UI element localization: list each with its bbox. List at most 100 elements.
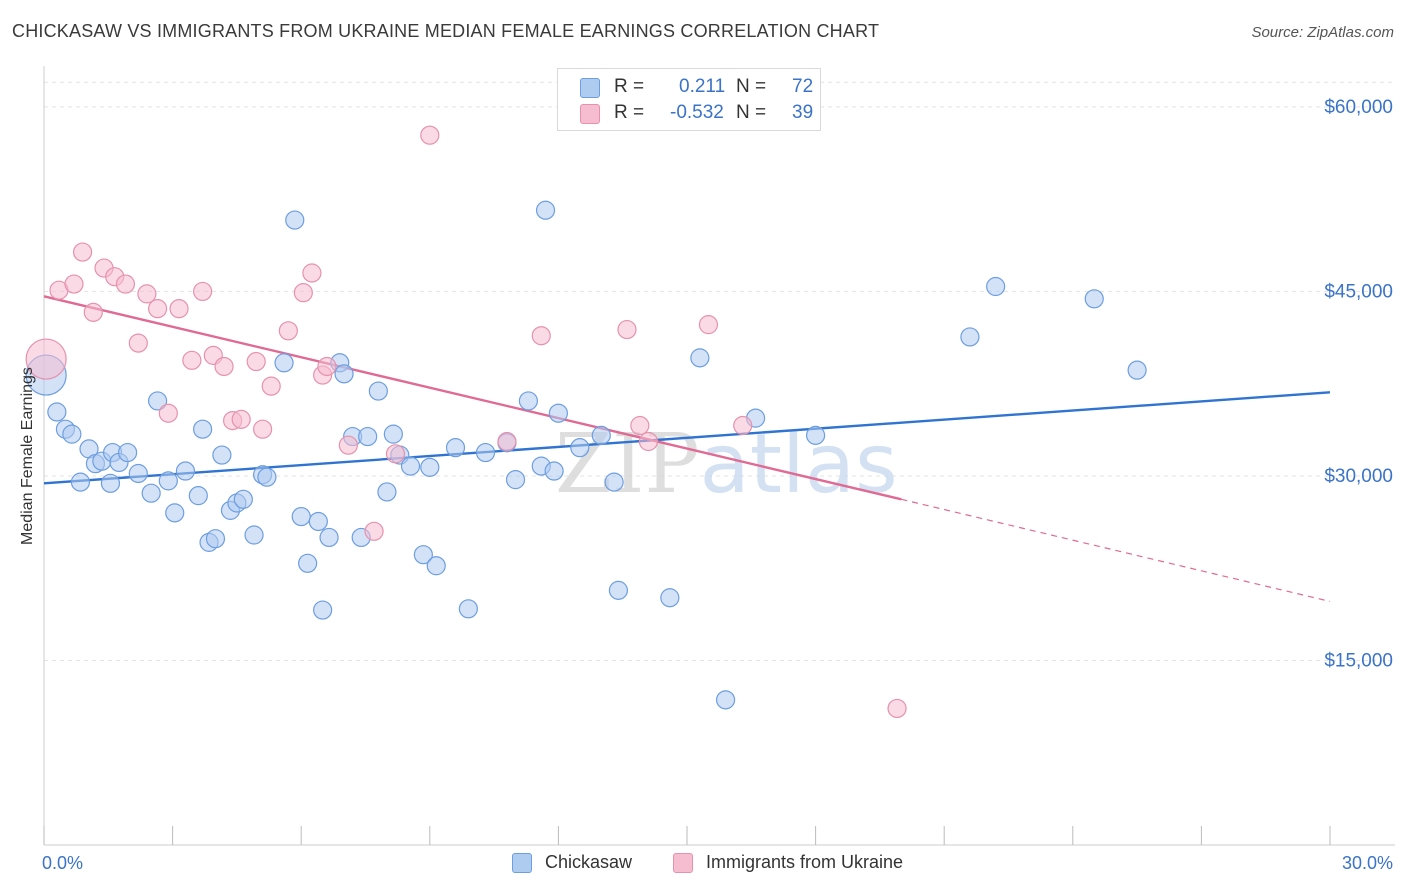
point-chickasaw — [660, 588, 680, 608]
point-ukraine — [733, 415, 753, 436]
point-chickasaw — [690, 348, 710, 368]
legend-r-value: 0.211 — [679, 76, 726, 97]
point-chickasaw — [298, 553, 318, 573]
legend-n-value: 72 — [792, 76, 814, 97]
point-ukraine — [25, 338, 67, 380]
point-chickasaw — [805, 425, 826, 445]
point-chickasaw — [158, 471, 178, 491]
bottom-legend-label: Chickasaw — [545, 852, 633, 872]
y-axis-title: Median Female Earnings — [19, 367, 36, 545]
point-ukraine — [253, 419, 273, 439]
point-chickasaw — [368, 381, 388, 401]
point-chickasaw — [475, 442, 496, 463]
point-chickasaw — [175, 461, 196, 481]
point-ukraine — [302, 263, 322, 283]
legend-n-value: 39 — [792, 102, 814, 123]
point-chickasaw — [257, 467, 277, 487]
point-ukraine — [497, 431, 517, 452]
point-chickasaw — [548, 403, 569, 423]
y-tick-label: $15,000 — [1324, 650, 1393, 671]
point-chickasaw — [570, 438, 590, 458]
point-ukraine — [193, 281, 213, 302]
point-ukraine — [638, 431, 659, 452]
point-chickasaw — [544, 461, 564, 481]
point-chickasaw — [62, 424, 82, 444]
bottom-legend-swatch-chickasaw — [512, 853, 532, 873]
y-tick-labels: $15,000 $30,000 $45,000 $60,000 — [1324, 97, 1393, 672]
point-ukraine — [64, 274, 84, 294]
point-chickasaw — [233, 489, 253, 509]
axes — [43, 66, 1395, 846]
point-chickasaw — [313, 600, 333, 620]
point-chickasaw — [100, 473, 121, 493]
x-tick-labels: 0.0% 30.0% — [42, 853, 1393, 873]
point-chickasaw — [505, 470, 526, 490]
point-ukraine — [630, 415, 650, 436]
chart-title: CHICKASAW VS IMMIGRANTS FROM UKRAINE MED… — [12, 21, 880, 41]
point-chickasaw — [205, 529, 226, 549]
point-ukraine — [158, 403, 178, 423]
point-chickasaw — [212, 445, 232, 465]
point-chickasaw — [377, 482, 397, 502]
point-ukraine — [147, 299, 168, 319]
point-chickasaw — [319, 527, 339, 548]
point-chickasaw — [960, 327, 980, 347]
point-chickasaw — [445, 438, 466, 458]
legend-swatch-chickasaw — [580, 78, 600, 98]
point-chickasaw — [141, 483, 161, 503]
point-chickasaw — [147, 391, 168, 411]
point-chickasaw — [591, 425, 611, 445]
point-ukraine — [115, 274, 136, 294]
point-chickasaw — [165, 503, 185, 523]
point-ukraine — [293, 283, 313, 303]
legend-r-label: R = — [614, 76, 645, 97]
gridlines — [44, 81, 1395, 661]
point-chickasaw — [715, 690, 736, 710]
point-ukraine — [420, 125, 440, 145]
bottom-legend-swatch-ukraine — [673, 853, 693, 873]
correlation-legend: R = 0.211 N = 72 R = -0.532 N = 39 — [557, 68, 821, 131]
data-points — [25, 125, 1147, 719]
x-tick-label: 0.0% — [42, 853, 83, 873]
point-chickasaw — [420, 457, 440, 477]
watermark: ZIPatlas — [555, 417, 898, 512]
point-chickasaw — [426, 556, 446, 576]
point-chickasaw — [47, 402, 67, 422]
point-ukraine — [72, 242, 93, 262]
point-ukraine — [169, 299, 189, 319]
point-chickasaw — [1127, 360, 1147, 380]
point-chickasaw — [291, 506, 311, 527]
point-ukraine — [214, 356, 234, 377]
point-chickasaw — [458, 599, 478, 619]
point-chickasaw — [608, 580, 629, 600]
point-chickasaw — [518, 391, 538, 411]
point-ukraine — [246, 351, 266, 372]
legend-swatch-ukraine — [580, 104, 600, 124]
legend-n-label: N = — [736, 76, 767, 97]
point-chickasaw — [400, 456, 421, 476]
trend-line-ukraine — [43, 295, 902, 501]
point-chickasaw — [128, 463, 148, 484]
point-chickasaw — [413, 545, 433, 565]
bottom-legend-label: Immigrants from Ukraine — [706, 852, 904, 872]
point-ukraine — [137, 284, 157, 304]
trend-extension-ukraine — [901, 498, 1331, 603]
point-ukraine — [278, 321, 298, 341]
point-chickasaw — [358, 426, 378, 447]
point-chickasaw — [244, 525, 264, 545]
point-chickasaw — [334, 364, 354, 384]
legend-r-label: R = — [614, 102, 645, 123]
point-ukraine — [261, 376, 281, 396]
point-chickasaw — [193, 419, 213, 439]
point-ukraine — [385, 444, 406, 464]
trend-lines — [43, 295, 1331, 603]
point-ukraine — [531, 326, 551, 346]
point-chickasaw — [117, 442, 138, 463]
point-ukraine — [182, 350, 202, 370]
point-chickasaw — [274, 353, 294, 373]
point-chickasaw — [986, 276, 1006, 297]
point-ukraine — [128, 333, 148, 353]
point-ukraine — [698, 315, 719, 335]
y-tick-label: $45,000 — [1324, 281, 1393, 302]
